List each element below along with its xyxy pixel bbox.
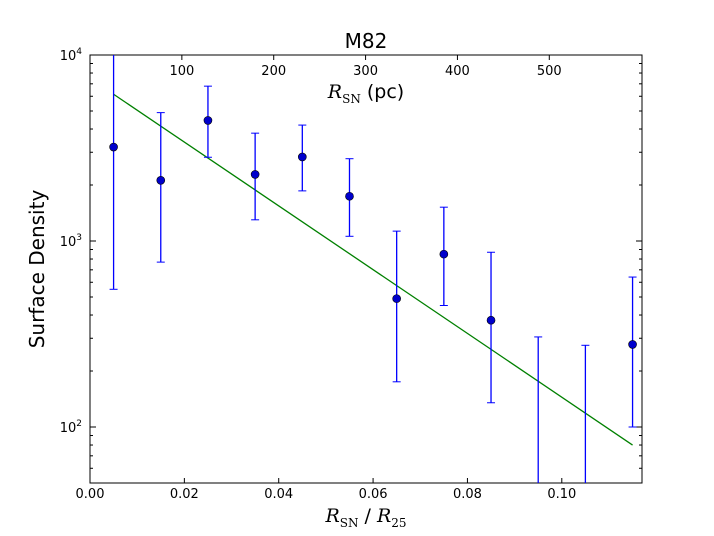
data-point [203,116,213,125]
x-tick-label: 0.04 [264,487,293,502]
y-tick-label-exp: 4 [76,47,82,57]
data-point [109,142,118,152]
fit-line [113,93,633,446]
x-axis-title-slash: / [358,505,376,527]
y-tick-label-base: 10 [60,421,77,436]
data-point [392,294,401,303]
top-tick-label: 100 [169,64,194,79]
plot-frame [89,54,643,484]
x-axis-title-r: R [324,505,339,527]
y-axis-title: Surface Density [25,190,49,349]
y-tick-label: 104 [60,47,83,64]
top-axis-title-sub: SN [342,92,361,106]
top-axis-title-r: R [327,81,342,103]
x-axis-title: RSN / R25 [324,505,406,530]
y-tick-label-exp: 3 [76,233,82,243]
data-point [298,152,307,162]
x-axis: 0.00 0.02 0.04 0.06 0.08 0.10 [76,478,576,502]
y-tick-label-base: 10 [60,235,77,250]
x-axis-title-r25: R [376,505,391,527]
x-tick-label: 0.00 [76,487,105,502]
top-tick-label: 300 [353,64,378,79]
x-tick-label: 0.10 [547,487,576,502]
data-point [345,191,354,201]
top-axis-title: RSN (pc) [327,81,404,106]
data-point [439,249,449,259]
chart-title: M82 [345,29,388,53]
data-point [628,340,637,349]
top-axis: 100 200 300 400 500 [169,55,562,79]
data-point [486,315,496,325]
y-tick-label-exp: 2 [76,419,82,429]
x-tick-label: 0.08 [453,487,482,502]
y-tick-label: 103 [60,233,82,250]
x-tick-label: 0.06 [359,487,388,502]
x-axis-title-sub: SN [340,516,359,530]
top-tick-label: 500 [537,64,562,79]
top-tick-label: 400 [445,64,470,79]
data-points [109,55,637,483]
data-point [156,176,166,185]
top-tick-label: 200 [261,64,286,79]
x-axis-title-sub25: 25 [391,516,406,530]
data-point [250,170,260,179]
top-axis-title-unit: (pc) [361,81,404,103]
y-tick-label: 102 [60,419,82,436]
fit-line-group [113,93,633,446]
y-tick-label-base: 10 [60,49,77,64]
x-tick-label: 0.02 [170,487,199,502]
